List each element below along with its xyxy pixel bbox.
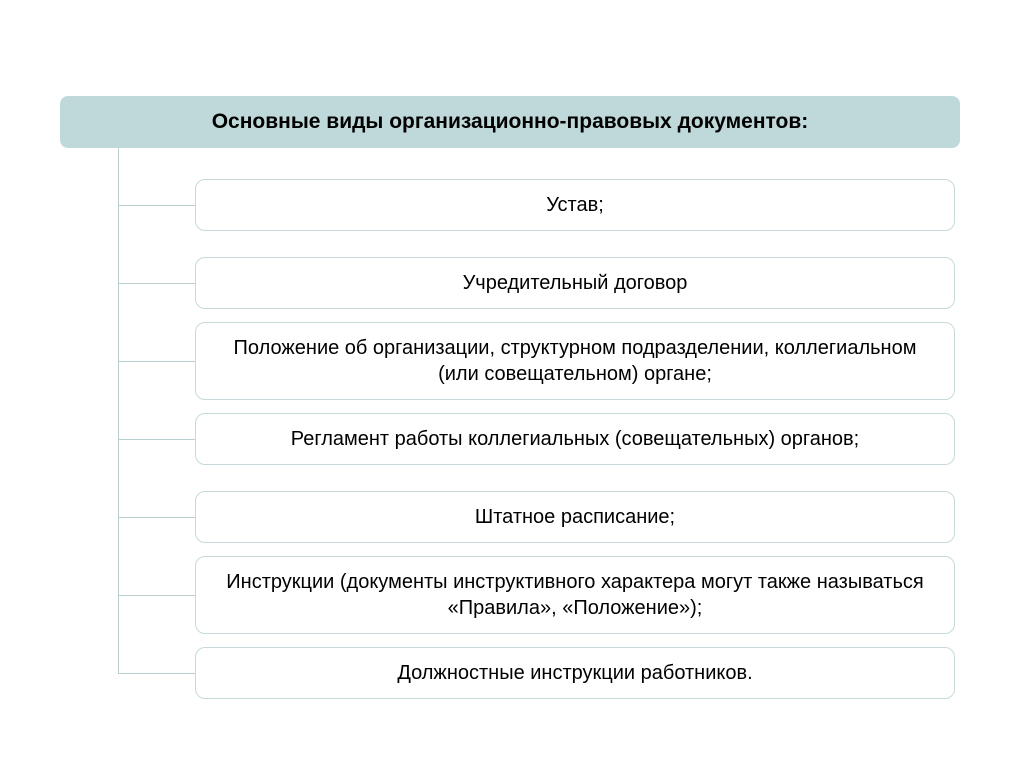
- item-box: Должностные инструкции работников.: [195, 647, 955, 699]
- header-box: Основные виды организационно-правовых до…: [60, 96, 960, 148]
- horizontal-connector: [118, 517, 195, 518]
- horizontal-connector: [118, 361, 195, 362]
- item-text: Устав;: [546, 192, 604, 218]
- item-box: Регламент работы коллегиальных (совещате…: [195, 413, 955, 465]
- header-text: Основные виды организационно-правовых до…: [212, 110, 809, 133]
- item-box: Положение об организации, структурном по…: [195, 322, 955, 400]
- item-text: Штатное расписание;: [475, 504, 675, 530]
- item-row: Регламент работы коллегиальных (совещате…: [60, 400, 960, 478]
- item-row: Устав;: [60, 166, 960, 244]
- item-box: Инструкции (документы инструктивного хар…: [195, 556, 955, 634]
- item-text: Должностные инструкции работников.: [397, 660, 752, 686]
- item-row: Инструкции (документы инструктивного хар…: [60, 556, 960, 634]
- diagram-container: Основные виды организационно-правовых до…: [60, 96, 960, 712]
- horizontal-connector: [118, 673, 195, 674]
- item-text: Учредительный договор: [463, 270, 688, 296]
- tree-area: Устав; Учредительный договор Положение о…: [60, 166, 960, 712]
- item-box: Штатное расписание;: [195, 491, 955, 543]
- item-row: Штатное расписание;: [60, 478, 960, 556]
- item-row: Учредительный договор: [60, 244, 960, 322]
- item-text: Положение об организации, структурном по…: [216, 335, 934, 387]
- item-text: Регламент работы коллегиальных (совещате…: [291, 426, 860, 452]
- item-row: Положение об организации, структурном по…: [60, 322, 960, 400]
- horizontal-connector: [118, 439, 195, 440]
- item-text: Инструкции (документы инструктивного хар…: [216, 569, 934, 621]
- item-row: Должностные инструкции работников.: [60, 634, 960, 712]
- item-box: Учредительный договор: [195, 257, 955, 309]
- horizontal-connector: [118, 205, 195, 206]
- horizontal-connector: [118, 283, 195, 284]
- item-box: Устав;: [195, 179, 955, 231]
- horizontal-connector: [118, 595, 195, 596]
